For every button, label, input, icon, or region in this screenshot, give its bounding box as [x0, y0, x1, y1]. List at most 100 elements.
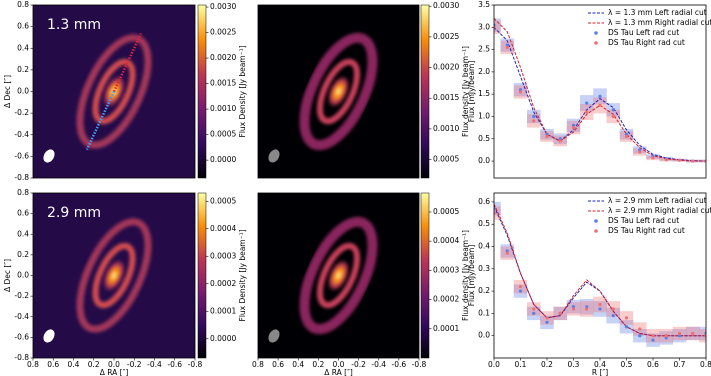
data-point [677, 158, 682, 162]
cbar-tick-label: 0.0005 [210, 130, 236, 139]
band-label: 2.9 mm [47, 205, 101, 221]
inner-ring [92, 242, 136, 309]
error-band [494, 18, 501, 32]
data-point [571, 126, 576, 130]
y-tick-label: 2.5 [478, 45, 490, 54]
x-tick-label: 0.3 [568, 360, 580, 369]
y-tick-label: 0.2 [17, 65, 29, 74]
y-tick-label: 0.6 [17, 209, 29, 218]
y-tick-label: -0.8 [14, 353, 29, 362]
data-point [611, 314, 615, 318]
legend-label: λ = 2.9 mm Right radial cut [608, 206, 711, 215]
cbar-tick-label: 0.0030 [433, 1, 459, 10]
legend-label: DS Tau Right rad cut [608, 226, 685, 235]
y-tick-label: 0.2 [478, 286, 490, 295]
core [327, 259, 350, 292]
x-tick-label: 0.1 [515, 360, 527, 369]
data-point [691, 331, 695, 336]
data-point [638, 327, 642, 331]
cbar-tick-label: 0.0001 [433, 324, 459, 333]
data-point [505, 45, 509, 49]
y-tick-label: 0.0 [478, 156, 490, 165]
error-band [494, 201, 501, 216]
x-axis-label: Δ RA [″] [324, 368, 353, 376]
y-tick-label: 0.5 [478, 134, 490, 143]
cbar-tick-label: 0.0005 [210, 196, 236, 205]
error-band [699, 326, 706, 341]
y-tick-label: 0.8 [17, 188, 29, 197]
outer-ring [299, 216, 378, 335]
colorbar [420, 4, 430, 179]
data-point [545, 320, 549, 324]
y-axis-label: Δ Dec [″] [3, 259, 12, 292]
x-tick-label: 0.4 [68, 360, 80, 369]
outer-ring [299, 32, 378, 151]
data-point [518, 289, 523, 293]
data-point [664, 334, 668, 338]
data-point [598, 302, 602, 307]
band-label: 1.3 mm [47, 17, 101, 33]
cbar-tick-label: 0.0004 [433, 236, 459, 245]
core [103, 259, 125, 292]
y-tick-label: -0.6 [14, 151, 29, 160]
data-point [518, 90, 523, 94]
data-point [558, 311, 562, 316]
legend-swatch [594, 41, 598, 45]
beam [268, 329, 280, 343]
data-point [598, 307, 602, 311]
y-tick-label: -0.4 [14, 130, 29, 139]
y-tick-label: 0.0 [478, 331, 490, 340]
data-point [558, 139, 562, 143]
disk [299, 216, 378, 335]
x-tick-label: 0.7 [674, 360, 686, 369]
cbar-tick-label: 0.0004 [210, 224, 236, 233]
data-point [664, 158, 668, 162]
data-point [518, 285, 523, 289]
image [33, 193, 195, 358]
y-tick-label: -0.2 [14, 291, 29, 300]
cbar-label: Flux density [Jy beam⁻¹] [461, 46, 470, 137]
x-tick-label: 0.2 [88, 360, 100, 369]
cbar-tick-label: 0.0015 [433, 93, 459, 102]
y-tick-label: -0.8 [14, 173, 29, 182]
legend-label: λ = 2.9 mm Left radial cut [608, 196, 707, 205]
y-tick-label: 3.5 [478, 0, 490, 9]
y-tick-label: -0.2 [14, 108, 29, 117]
legend-swatch [594, 229, 598, 233]
y-axis-label: Δ Dec [″] [3, 75, 12, 108]
plot-area [494, 18, 706, 163]
colorbar [420, 192, 430, 359]
y-tick-label: 0.3 [478, 264, 490, 273]
x-tick-label: 0.0 [333, 360, 345, 369]
x-tick-label: -0.6 [392, 360, 407, 369]
cbar-tick-label: 0.0003 [433, 265, 459, 274]
core [327, 75, 350, 108]
data-point [532, 307, 536, 311]
colorbar [197, 192, 207, 359]
x-tick-label: 0.4 [292, 360, 304, 369]
data-point [545, 134, 549, 139]
y-tick-label: 0.5 [478, 219, 490, 228]
legend-label: DS Tau Right rad cut [608, 38, 685, 47]
inner-ring [92, 58, 136, 125]
beam [43, 329, 55, 343]
legend-label: DS Tau Left rad cut [608, 28, 679, 37]
x-tick-label: 0.6 [647, 360, 659, 369]
data-point [505, 251, 509, 255]
y-tick-label: 1.5 [478, 89, 490, 98]
axes-frame [493, 4, 707, 179]
x-tick-label: 0.0 [108, 360, 120, 369]
cbar-tick-label: 0.0003 [210, 251, 236, 260]
x-tick-label: -0.8 [412, 360, 427, 369]
cbar-label: Flux density [Jy beam⁻¹] [461, 230, 470, 321]
y-tick-label: 0.2 [17, 250, 29, 259]
y-tick-label: 0.8 [17, 0, 29, 9]
inner-ring [316, 58, 361, 125]
data-point [624, 132, 629, 136]
data-point [638, 148, 642, 152]
model-line [494, 18, 706, 162]
error-band [494, 20, 501, 34]
data-point [651, 156, 655, 160]
x-tick-label: 0.2 [541, 360, 553, 369]
data-point [611, 108, 615, 112]
